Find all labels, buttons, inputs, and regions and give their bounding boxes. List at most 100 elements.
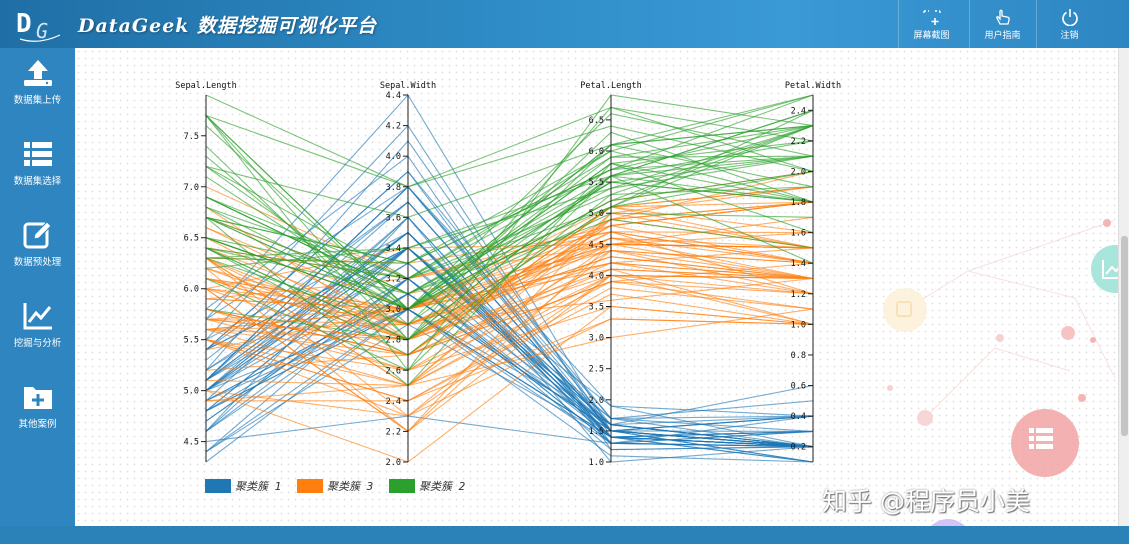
series-line [205,201,814,448]
tick-label: 2.4 [791,106,806,116]
screenshot-icon [922,10,941,25]
sidebar-item-label: 数据集选择 [13,176,62,187]
sidebar-item-preprocess[interactable]: 数据预处理 [0,220,75,291]
watermark-text: 知乎 @程序员小美 [822,487,1030,516]
tick-label: 1.5 [589,427,604,437]
tick-label: 1.4 [791,259,806,269]
axis-title: Sepal.Length [175,81,236,91]
tick-label: 6.0 [589,147,604,157]
series-line [205,186,814,387]
logout-label: 注销 [1060,31,1079,41]
sidebar-item-dataset-upload[interactable]: 数据集上传 [0,58,75,129]
top-header: D G DataGeek 数据挖掘可视化平台 屏幕截图 用户指南 注销 [0,0,1129,48]
tick-label: 1.6 [791,229,806,239]
deco-edit-icon [896,301,912,317]
chart-legend: 聚类簇 1 聚类簇 3 聚类簇 2 [205,479,466,493]
sidebar-item-other-cases[interactable]: 其他案例 [0,382,75,453]
series-line [205,186,814,356]
series-line [205,249,814,417]
sidebar-item-label: 挖掘与分析 [13,338,62,349]
tick-label: 4.4 [386,91,401,101]
series-line [205,181,814,295]
tick-label: 6.5 [184,234,199,244]
tick-label: 2.0 [791,167,806,177]
deco-list-icon [1029,428,1053,449]
tick-label: 1.0 [589,458,604,468]
axis-sepal-length: Sepal.Length 4.5 5.0 5.5 6.0 6.5 7.0 7.5 [175,81,237,462]
sidebar-item-label: 数据预处理 [13,257,62,268]
series-line [205,94,814,264]
tick-label: 5.0 [184,387,199,397]
series-line [205,268,814,341]
hand-pointer-icon [995,9,1010,25]
folder-plus-icon [23,387,52,409]
series-lines [205,94,814,463]
svg-text:D: D [16,9,32,39]
footer-bar [0,526,1129,544]
deco-circle [1011,409,1079,477]
tick-label: 2.0 [589,396,604,406]
series-line [205,106,814,188]
series-line [205,94,814,264]
legend-swatch [297,479,323,493]
sidebar: 数据集上传 数据集选择 数据预处理 挖掘与分析 [0,48,75,528]
app-title: DataGeek 数据挖掘可视化平台 [78,15,378,37]
series-line [205,231,814,426]
deco-circle [887,385,893,391]
series-line [205,109,814,341]
tick-label: 3.0 [386,305,401,315]
legend-label: 聚类簇 1 [235,480,281,493]
series-line [205,212,814,433]
logout-button[interactable]: 注销 [1036,0,1102,48]
series-line [205,305,814,371]
tick-label: 5.5 [589,178,604,188]
legend-swatch [389,479,415,493]
sidebar-item-label: 其他案例 [18,419,57,430]
axis-title: Sepal.Width [380,81,436,91]
deco-circle [1090,337,1096,343]
tick-label: 3.6 [386,213,401,223]
series-line [205,186,814,356]
list-icon [23,142,52,166]
series-line [205,277,814,453]
scrollbar-thumb[interactable] [1121,236,1128,436]
power-icon [1061,9,1078,26]
deco-circle [1103,219,1111,227]
series-line [205,249,814,371]
tick-label: 0.4 [791,412,806,422]
series-line [205,106,814,341]
series-line [205,115,814,310]
deco-circle [883,288,927,332]
series-line [205,170,814,310]
svg-text:G: G [36,19,48,43]
legend-label: 聚类簇 2 [419,480,466,493]
series-line [205,308,814,463]
tick-label: 2.4 [386,397,401,407]
line-chart-icon [23,303,52,330]
deco-circle [917,410,933,426]
tick-label: 4.5 [184,438,199,448]
tick-label: 3.4 [386,244,401,254]
sidebar-item-mining-analysis[interactable]: 挖掘与分析 [0,301,75,372]
screenshot-button[interactable]: 屏幕截图 [898,0,964,48]
vertical-scrollbar[interactable] [1118,48,1129,526]
edit-icon [23,221,52,249]
sidebar-item-dataset-select[interactable]: 数据集选择 [0,139,75,210]
tick-label: 7.5 [184,132,199,142]
tick-label: 4.0 [589,271,604,281]
tick-label: 4.0 [386,152,401,162]
user-guide-button[interactable]: 用户指南 [969,0,1035,48]
series-line [205,170,814,341]
deco-circle [996,334,1004,342]
tick-label: 1.2 [791,290,806,300]
deco-circle [931,519,965,526]
series-line [205,415,814,444]
series-line [205,262,814,320]
deco-circle [1061,326,1075,340]
series-line [205,256,814,325]
upload-icon [23,60,52,86]
tick-label: 1.0 [791,320,806,330]
main-panel: Sepal.Length 4.5 5.0 5.5 6.0 6.5 7.0 7.5 Sepal.W… [75,48,1129,526]
tick-label: 4.5 [589,240,604,250]
